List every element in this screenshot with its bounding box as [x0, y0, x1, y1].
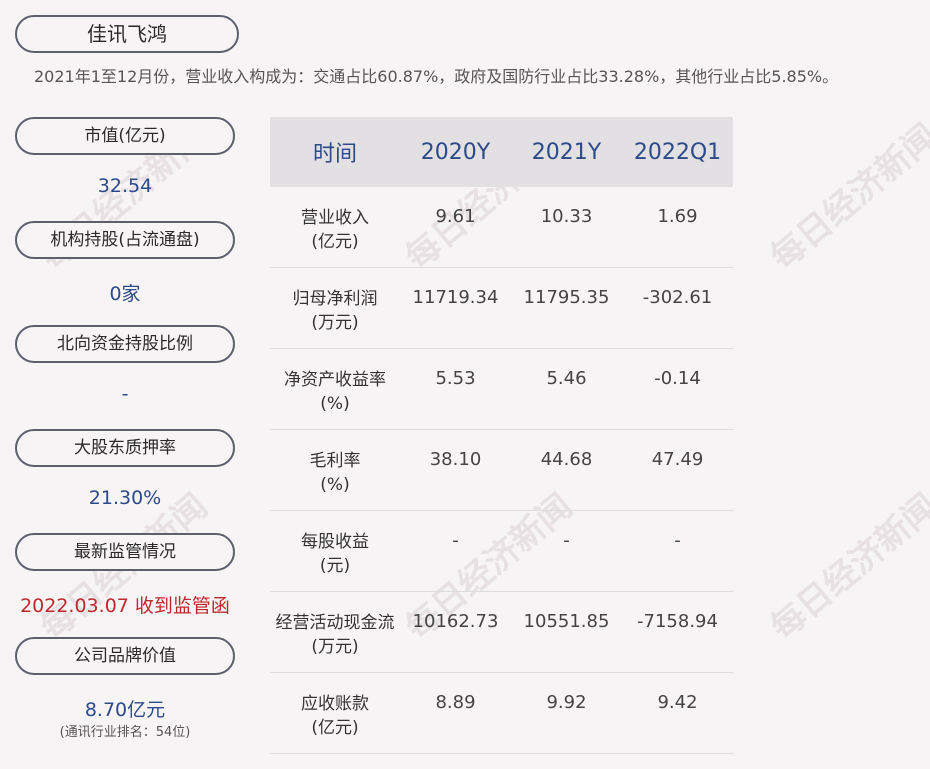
metric-name-cell: 应收账款 (亿元) — [270, 673, 400, 740]
value-cell: -7158.94 — [637, 611, 718, 632]
table-row: 应收账款 (亿元) 8.89 9.92 9.42 — [270, 673, 733, 754]
revenue-summary: 2021年1至12月份，营业收入构成为：交通占比60.87%，政府及国防行业占比… — [34, 67, 839, 86]
brand-value: 8.70亿元 — [84, 699, 166, 721]
pledge-rate-label: 大股东质押率 — [15, 429, 235, 467]
table-row: 每股收益 (元) - - - — [270, 511, 733, 592]
value-cell: 11719.34 — [412, 287, 499, 308]
metric-name: 经营活动现金流 — [275, 613, 395, 633]
metric-unit: (%) — [320, 394, 350, 414]
table-header: 时间 2020Y 2021Y 2022Q1 — [270, 117, 733, 187]
pledge-rate-value: 21.30% — [88, 487, 162, 509]
institution-holding-label: 机构持股(占流通盘) — [15, 221, 235, 259]
header-cell: 2020Y — [420, 139, 491, 165]
metric-name: 营业收入 — [301, 208, 369, 228]
metric-unit: (万元) — [311, 313, 359, 333]
northbound-holding-label: 北向资金持股比例 — [15, 325, 235, 363]
table-row: 毛利率 (%) 38.10 44.68 47.49 — [270, 430, 733, 511]
brand-value-label: 公司品牌价值 — [15, 637, 235, 675]
metric-unit: (元) — [319, 556, 351, 576]
value-cell: 9.92 — [546, 692, 587, 713]
metric-name: 毛利率 — [309, 451, 361, 471]
value-cell: 47.49 — [651, 449, 704, 470]
metric-unit: (亿元) — [311, 718, 359, 738]
table-body: 营业收入 (亿元) 9.61 10.33 1.69 归母净利润 (万元) 11719.34 11… — [270, 187, 733, 754]
company-name: 佳讯飞鸿 — [15, 15, 239, 53]
metric-name: 净资产收益率 — [284, 370, 386, 390]
value-cell: 11795.35 — [523, 287, 610, 308]
value-cell: 10551.85 — [523, 611, 610, 632]
table-row: 净资产收益率 (%) 5.53 5.46 -0.14 — [270, 349, 733, 430]
value-cell: - — [674, 530, 681, 551]
metric-unit: (%) — [320, 475, 350, 495]
metric-name: 应收账款 — [301, 694, 369, 714]
regulation-label: 最新监管情况 — [15, 533, 235, 571]
metric-name-cell: 每股收益 (元) — [270, 511, 400, 578]
value-cell: 9.61 — [435, 206, 476, 227]
metric-name-cell: 营业收入 (亿元) — [270, 187, 400, 254]
regulation-value: 2022.03.07 收到监管函 — [20, 595, 230, 617]
value-cell: 10.33 — [540, 206, 593, 227]
value-cell: - — [452, 530, 459, 551]
brand-rank-note: (通讯行业排名：54位) — [59, 725, 191, 740]
value-cell: 44.68 — [540, 449, 593, 470]
value-cell: 8.89 — [435, 692, 476, 713]
value-cell: -0.14 — [654, 368, 701, 389]
value-cell: 1.69 — [657, 206, 698, 227]
header-cell: 2021Y — [531, 139, 602, 165]
header-cell: 2022Q1 — [633, 139, 722, 165]
value-cell: 10162.73 — [412, 611, 499, 632]
metric-name-cell: 经营活动现金流 (万元) — [270, 592, 400, 659]
metric-unit: (万元) — [311, 637, 359, 657]
watermark: 每日经济新闻 — [763, 486, 930, 649]
value-cell: 5.53 — [435, 368, 476, 389]
metric-name: 每股收益 — [301, 532, 369, 552]
metric-name-cell: 毛利率 (%) — [270, 430, 400, 497]
market-cap-value: 32.54 — [97, 175, 153, 197]
table-row: 归母净利润 (万元) 11719.34 11795.35 -302.61 — [270, 268, 733, 349]
watermark: 每日经济新闻 — [763, 116, 930, 279]
market-cap-label: 市值(亿元) — [15, 117, 235, 155]
value-cell: 5.46 — [546, 368, 587, 389]
table-row: 营业收入 (亿元) 9.61 10.33 1.69 — [270, 187, 733, 268]
table-row: 经营活动现金流 (万元) 10162.73 10551.85 -7158.94 — [270, 592, 733, 673]
value-cell: -302.61 — [642, 287, 713, 308]
metric-name: 归母净利润 — [292, 289, 378, 309]
value-cell: 38.10 — [429, 449, 482, 470]
institution-holding-value: 0家 — [109, 283, 141, 305]
metric-name-cell: 净资产收益率 (%) — [270, 349, 400, 416]
header-cell: 时间 — [312, 142, 357, 167]
value-cell: - — [563, 530, 570, 551]
metric-name-cell: 归母净利润 (万元) — [270, 268, 400, 335]
financial-table: 时间 2020Y 2021Y 2022Q1 营业收入 (亿元) 9.61 10.33 1… — [270, 117, 733, 754]
metric-unit: (亿元) — [311, 232, 359, 252]
value-cell: 9.42 — [657, 692, 698, 713]
northbound-holding-value: - — [121, 383, 129, 405]
